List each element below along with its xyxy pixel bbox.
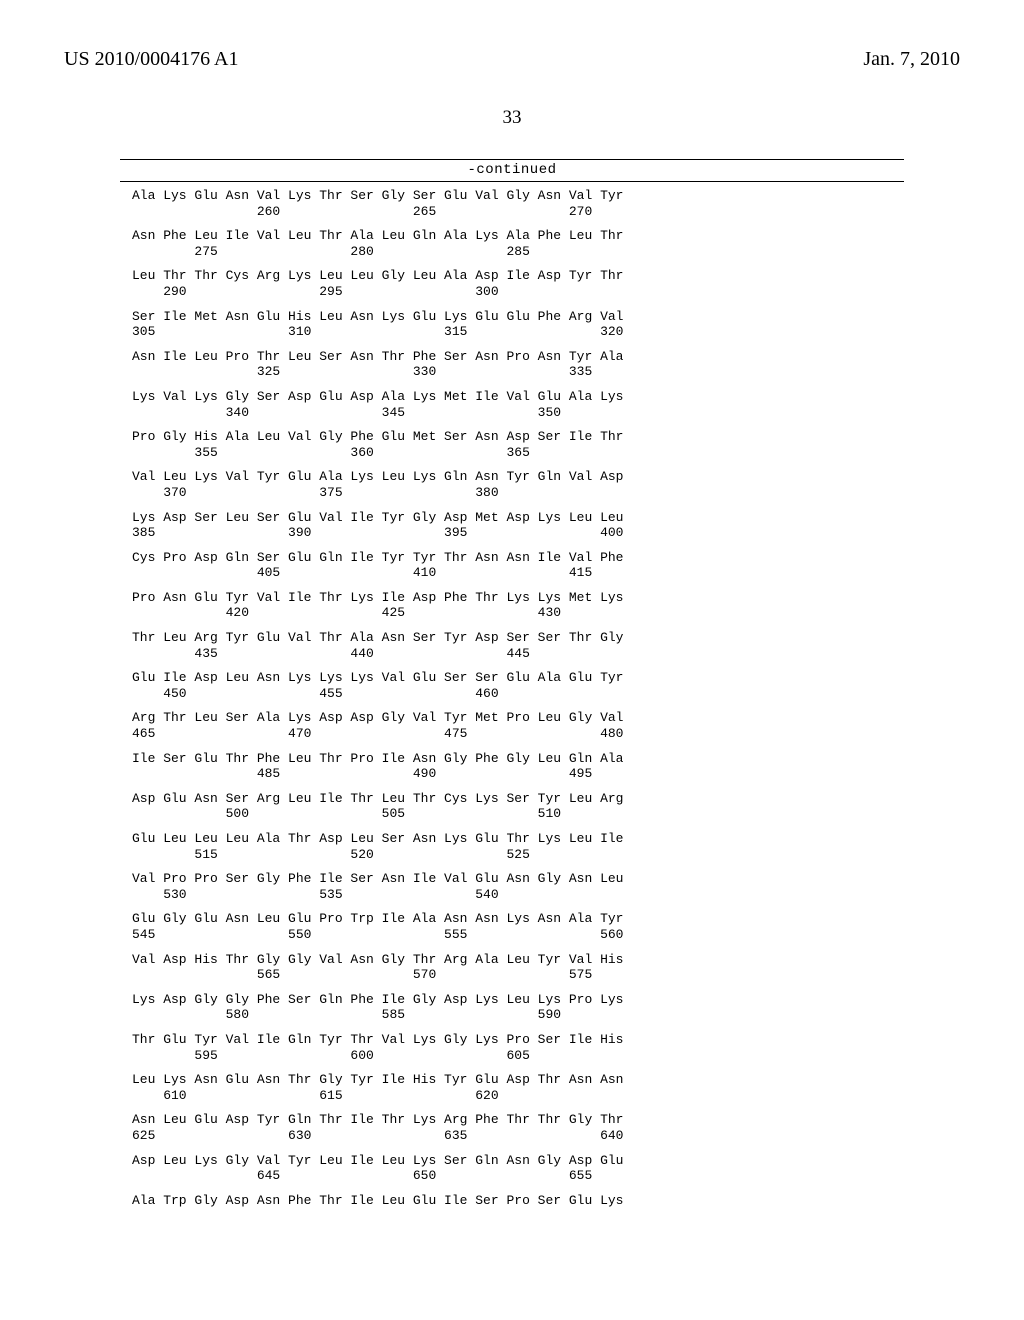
sequence-block: Ser Ile Met Asn Glu His Leu Asn Lys Glu … [132,309,964,340]
sequence-block: Asp Glu Asn Ser Arg Leu Ile Thr Leu Thr … [132,791,964,822]
sequence-block: Lys Asp Gly Gly Phe Ser Gln Phe Ile Gly … [132,992,964,1023]
sequence-block: Arg Thr Leu Ser Ala Lys Asp Asp Gly Val … [132,710,964,741]
sequence-listing: Ala Lys Glu Asn Val Lys Thr Ser Gly Ser … [132,188,964,1208]
sequence-block: Val Pro Pro Ser Gly Phe Ile Ser Asn Ile … [132,871,964,902]
sequence-block: Glu Ile Asp Leu Asn Lys Lys Lys Val Glu … [132,670,964,701]
sequence-block: Ile Ser Glu Thr Phe Leu Thr Pro Ile Asn … [132,751,964,782]
rule-bottom [120,181,904,182]
rule-top [120,159,904,160]
continued-label: -continued [120,162,904,178]
sequence-block: Asn Leu Glu Asp Tyr Gln Thr Ile Thr Lys … [132,1112,964,1143]
sequence-block: Thr Leu Arg Tyr Glu Val Thr Ala Asn Ser … [132,630,964,661]
sequence-block: Thr Glu Tyr Val Ile Gln Tyr Thr Val Lys … [132,1032,964,1063]
sequence-block: Pro Asn Glu Tyr Val Ile Thr Lys Ile Asp … [132,590,964,621]
page-header: US 2010/0004176 A1 Jan. 7, 2010 [60,48,964,71]
sequence-block: Cys Pro Asp Gln Ser Glu Gln Ile Tyr Tyr … [132,550,964,581]
sequence-block: Pro Gly His Ala Leu Val Gly Phe Glu Met … [132,429,964,460]
sequence-block: Asn Phe Leu Ile Val Leu Thr Ala Leu Gln … [132,228,964,259]
pub-number: US 2010/0004176 A1 [64,48,238,71]
page-number: 33 [60,107,964,129]
pub-date: Jan. 7, 2010 [863,48,960,71]
sequence-block: Ala Lys Glu Asn Val Lys Thr Ser Gly Ser … [132,188,964,219]
sequence-block: Ala Trp Gly Asp Asn Phe Thr Ile Leu Glu … [132,1193,964,1209]
sequence-block: Glu Gly Glu Asn Leu Glu Pro Trp Ile Ala … [132,911,964,942]
sequence-block: Val Leu Lys Val Tyr Glu Ala Lys Leu Lys … [132,469,964,500]
sequence-block: Val Asp His Thr Gly Gly Val Asn Gly Thr … [132,952,964,983]
sequence-block: Asn Ile Leu Pro Thr Leu Ser Asn Thr Phe … [132,349,964,380]
sequence-block: Glu Leu Leu Leu Ala Thr Asp Leu Ser Asn … [132,831,964,862]
sequence-block: Leu Thr Thr Cys Arg Lys Leu Leu Gly Leu … [132,268,964,299]
continued-header: -continued [120,159,904,182]
sequence-block: Leu Lys Asn Glu Asn Thr Gly Tyr Ile His … [132,1072,964,1103]
sequence-block: Lys Val Lys Gly Ser Asp Glu Asp Ala Lys … [132,389,964,420]
sequence-block: Lys Asp Ser Leu Ser Glu Val Ile Tyr Gly … [132,510,964,541]
page: US 2010/0004176 A1 Jan. 7, 2010 33 -cont… [0,0,1024,1320]
sequence-block: Asp Leu Lys Gly Val Tyr Leu Ile Leu Lys … [132,1153,964,1184]
